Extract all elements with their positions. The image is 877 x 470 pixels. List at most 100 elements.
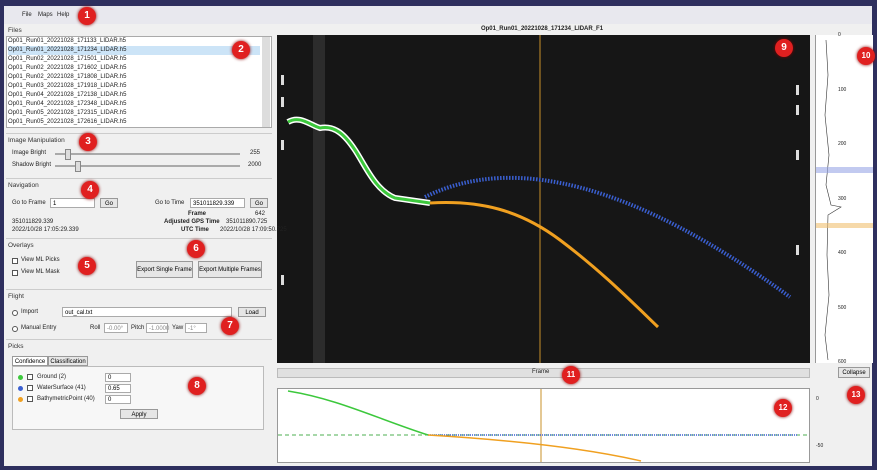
image-band (313, 35, 325, 363)
color-dot (18, 397, 23, 402)
checkbox[interactable] (27, 396, 33, 402)
callout: 3 (79, 133, 97, 151)
radio[interactable] (12, 310, 18, 316)
time-input[interactable]: 351011829.339 (190, 198, 245, 208)
callout: 13 (847, 386, 865, 404)
label: Adjusted GPS Time (164, 219, 220, 225)
checkbox[interactable] (12, 270, 18, 276)
color-dot (18, 375, 23, 380)
label: UTC Time (181, 227, 209, 233)
profile-tick: 400 (838, 250, 846, 256)
slider[interactable] (55, 153, 240, 155)
label: Frame (188, 211, 206, 217)
export-button[interactable]: Export Multiple Frames (198, 261, 262, 278)
bottom-tick: -50 (816, 443, 823, 449)
section-title: Flight (8, 293, 24, 300)
radio[interactable] (12, 326, 18, 332)
file-item[interactable]: Op01_Run02_20221028_171808_LIDAR.h5 (8, 73, 260, 82)
file-item[interactable]: Op01_Run02_20221028_171501_LIDAR.h5 (8, 55, 260, 64)
image-bg (277, 35, 810, 363)
callout: 4 (81, 181, 99, 199)
section-title: Picks (8, 343, 24, 350)
tab[interactable]: Confidence (12, 356, 48, 366)
slider[interactable] (55, 165, 240, 167)
checkbox[interactable] (27, 385, 33, 391)
file-item[interactable]: Op01_Run05_20221028_172616_LIDAR.h5 (8, 118, 260, 127)
go-button[interactable]: Go (250, 198, 268, 208)
profile-tick: 100 (838, 87, 846, 93)
file-item[interactable]: Op01_Run02_20221028_171602_LIDAR.h5 (8, 64, 260, 73)
slider-label: Image Bright (12, 150, 46, 156)
threshold-input[interactable]: 0.65 (105, 384, 131, 393)
surface-band (816, 167, 873, 173)
bottom-band (816, 223, 873, 228)
value: 351011829.339 (12, 219, 53, 225)
pitch-input[interactable]: -1.0000 (146, 323, 168, 333)
threshold-input[interactable]: 0 (105, 373, 131, 382)
bathy-trace (428, 435, 641, 461)
slider-handle[interactable] (65, 149, 71, 160)
lidar-image (277, 35, 810, 363)
callout: 5 (78, 257, 96, 275)
slider-value: 255 (250, 150, 260, 156)
bottom-plot (277, 388, 810, 463)
file-item[interactable]: Op01_Run03_20221028_171918_LIDAR.h5 (8, 82, 260, 91)
label: Import (21, 309, 38, 315)
callout: 12 (774, 399, 792, 417)
checkbox[interactable] (12, 258, 18, 264)
profile-tick: 600 (838, 359, 846, 365)
collapse-button[interactable]: Collapse (838, 367, 870, 378)
checkbox[interactable] (27, 374, 33, 380)
threshold-input[interactable]: 0 (105, 395, 131, 404)
bottom-svg (278, 389, 809, 462)
callout: 6 (187, 240, 205, 258)
callout: 9 (775, 39, 793, 57)
menu-item[interactable]: Maps (38, 12, 53, 18)
label: View ML Picks (21, 257, 60, 263)
bottom-tick: 0 (816, 396, 819, 402)
load-button[interactable]: Load (238, 307, 266, 317)
label: BathymetricPoint (40) (37, 396, 95, 402)
export-button[interactable]: Export Single Frame (136, 261, 193, 278)
file-input[interactable]: out_cal.txt (62, 307, 232, 317)
section-title: Files (8, 27, 22, 34)
slider-label: Frame (532, 369, 549, 375)
tab[interactable]: Classification (48, 356, 88, 366)
profile-tick: 500 (838, 305, 846, 311)
callout: 10 (857, 47, 875, 65)
slider-handle[interactable] (75, 161, 81, 172)
label: Manual Entry (21, 325, 56, 331)
section-title: Navigation (8, 182, 39, 189)
profile-tick: 0 (838, 32, 841, 38)
frame-input[interactable]: 1 (50, 198, 95, 208)
section-title: Overlays (8, 242, 34, 249)
roll-input[interactable]: -0.00° (104, 323, 128, 333)
menu-item[interactable]: Help (57, 12, 69, 18)
value: 642 (255, 211, 265, 217)
ground-trace (288, 391, 428, 435)
color-dot (18, 386, 23, 391)
file-item[interactable]: Op01_Run05_20221028_172315_LIDAR.h5 (8, 109, 260, 118)
file-item[interactable]: Op01_Run04_20221028_172348_LIDAR.h5 (8, 100, 260, 109)
callout: 1 (78, 7, 96, 25)
callout: 8 (188, 377, 206, 395)
file-item[interactable]: Op01_Run04_20221028_172138_LIDAR.h5 (8, 91, 260, 100)
label: Yaw (172, 325, 183, 331)
menu-item[interactable]: File (22, 12, 32, 18)
screen: File Maps Help Files Op01_Run01_20221028_171… (0, 0, 877, 470)
go-button[interactable]: Go (100, 198, 118, 208)
apply-button[interactable]: Apply (120, 409, 158, 419)
label: View ML Mask (21, 269, 60, 275)
label: Go to Time (155, 200, 184, 206)
file-item[interactable]: Op01_Run01_20221028_171133_LIDAR.h5 (8, 37, 260, 46)
separator (6, 178, 272, 179)
label: Ground (2) (37, 374, 66, 380)
yaw-input[interactable]: -1° (185, 323, 207, 333)
profile-tick: 200 (838, 141, 846, 147)
separator (6, 133, 272, 134)
value: 2022/10/28 17:05:29.339 (12, 227, 79, 233)
label: WaterSurface (41) (37, 385, 86, 391)
value: 351011890.725 (226, 219, 267, 225)
callout: 2 (232, 41, 250, 59)
file-item[interactable]: Op01_Run01_20221028_171234_LIDAR.h5 (8, 46, 260, 55)
